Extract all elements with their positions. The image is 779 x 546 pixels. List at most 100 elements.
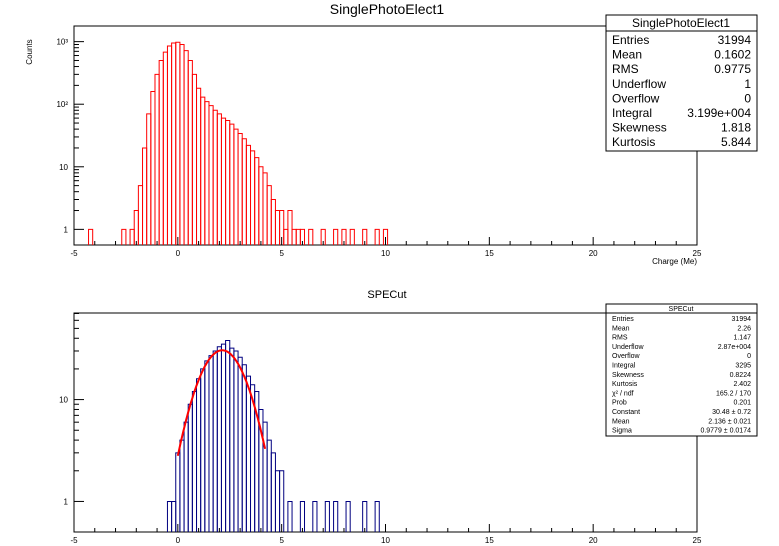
histogram-bin xyxy=(133,210,139,245)
histogram-bin xyxy=(175,41,181,245)
histogram-bin xyxy=(250,150,256,245)
histogram-bin xyxy=(237,133,243,245)
x-tick-label: 15 xyxy=(485,249,494,258)
stats-label: Overflow xyxy=(612,353,641,360)
stats-label: Skewness xyxy=(612,372,644,379)
histogram-bin xyxy=(208,105,214,245)
histogram-bin xyxy=(179,44,185,245)
stats-label: Underflow xyxy=(612,344,644,351)
histogram-bin xyxy=(196,87,202,245)
histogram-bin xyxy=(308,228,314,245)
histogram-bin xyxy=(274,210,281,245)
stats-value: 1 xyxy=(744,77,751,91)
histogram-bin xyxy=(158,59,164,245)
histogram-bin xyxy=(287,500,293,532)
y-tick-label: 10 xyxy=(59,163,68,172)
x-tick-label: 5 xyxy=(279,536,284,545)
histogram-bin xyxy=(270,452,276,532)
histogram-bin xyxy=(183,50,189,245)
x-tick-label: 0 xyxy=(176,249,181,258)
histogram-bin xyxy=(333,500,339,532)
histogram-bin xyxy=(270,199,276,245)
stats-value: 2.26 xyxy=(737,325,751,332)
histogram-bin xyxy=(204,360,210,532)
histogram-bin xyxy=(171,42,177,245)
bottom-histogram xyxy=(166,340,380,532)
x-tick-label: 20 xyxy=(589,249,598,258)
histogram-bin xyxy=(137,185,144,245)
y-tick-label: 10 xyxy=(59,396,68,405)
histogram-bin xyxy=(212,109,218,245)
histogram-bin xyxy=(200,96,206,245)
histogram-bin xyxy=(233,350,239,532)
histogram-bin xyxy=(274,470,281,532)
x-tick-label: -5 xyxy=(70,536,78,545)
histogram-bin xyxy=(166,500,173,532)
x-tick-label: 20 xyxy=(589,536,598,545)
histogram-bin xyxy=(220,343,227,532)
histogram-bin xyxy=(362,500,368,532)
stats-value: 0.9775 xyxy=(714,62,751,76)
histogram-bin xyxy=(121,228,127,245)
histogram-bin xyxy=(162,51,168,245)
histogram-bin xyxy=(225,340,231,532)
stats-label: Prob xyxy=(612,400,627,407)
stats-value: 3.199e+004 xyxy=(687,106,751,120)
stats-label: Mean xyxy=(612,418,630,425)
top-stats-title: SinglePhotoElect1 xyxy=(632,16,730,30)
histogram-bin xyxy=(150,90,156,245)
histogram-bin xyxy=(225,119,231,245)
stats-value: 2.87e+004 xyxy=(718,344,751,351)
stats-value: 3295 xyxy=(735,363,751,370)
histogram-bin xyxy=(216,346,222,532)
histogram-bin xyxy=(229,123,235,245)
histogram-bin xyxy=(237,356,243,532)
x-tick-label: 15 xyxy=(485,536,494,545)
histogram-bin xyxy=(382,228,389,245)
bottom-frame xyxy=(73,312,698,533)
histogram-bin xyxy=(171,500,177,532)
stats-value: 0 xyxy=(747,353,751,360)
histogram-bin xyxy=(374,500,380,532)
histogram-bin xyxy=(229,347,235,532)
top-xlabel: Charge (Me) xyxy=(652,257,697,266)
histogram-bin xyxy=(374,228,380,245)
histogram-bin xyxy=(187,59,193,245)
histogram-bin xyxy=(216,113,222,245)
stats-label: RMS xyxy=(612,62,639,76)
stats-value: 0.1602 xyxy=(714,48,751,62)
stats-label: RMS xyxy=(612,335,628,342)
stats-label: χ² / ndf xyxy=(612,390,634,397)
histogram-bin xyxy=(341,228,347,245)
bottom-stats-box: SPECut Entries 31994 Mean 2.26 RMS 1.147 Under… xyxy=(605,303,758,437)
histogram-bin xyxy=(262,172,268,245)
histogram-bin xyxy=(245,144,252,245)
bottom-axes: -5 0 5 10 15 20 25 1 10 xyxy=(59,312,702,545)
histogram-bin xyxy=(258,166,264,245)
stats-value: 31994 xyxy=(732,316,752,323)
y-tick-label: 10² xyxy=(56,100,68,109)
x-tick-label: 25 xyxy=(693,536,702,545)
stats-label: Entries xyxy=(612,316,634,323)
histogram-bin xyxy=(299,500,306,532)
histogram-bin xyxy=(220,117,227,245)
stats-label: Integral xyxy=(612,363,636,370)
histogram-bin xyxy=(129,228,135,245)
histogram-bin xyxy=(345,500,351,532)
histogram-bin xyxy=(183,421,189,532)
histogram-bin xyxy=(279,470,285,532)
x-tick-label: 5 xyxy=(279,249,284,258)
stats-value: 2.136 ± 0.021 xyxy=(708,418,751,425)
histogram-bin xyxy=(279,210,285,245)
x-tick-label: -5 xyxy=(70,249,78,258)
histogram-bin xyxy=(266,185,272,245)
histogram-bin xyxy=(142,147,148,245)
stats-label: Overflow xyxy=(612,91,660,105)
y-tick-label: 1 xyxy=(64,497,69,506)
stats-value: 2.402 xyxy=(733,381,751,388)
top-title: SinglePhotoElect1 xyxy=(330,1,445,17)
histogram-bin xyxy=(254,157,260,245)
stats-value: 1.147 xyxy=(733,335,751,342)
stats-label: Entries xyxy=(612,33,649,47)
histogram-bin xyxy=(208,355,214,532)
